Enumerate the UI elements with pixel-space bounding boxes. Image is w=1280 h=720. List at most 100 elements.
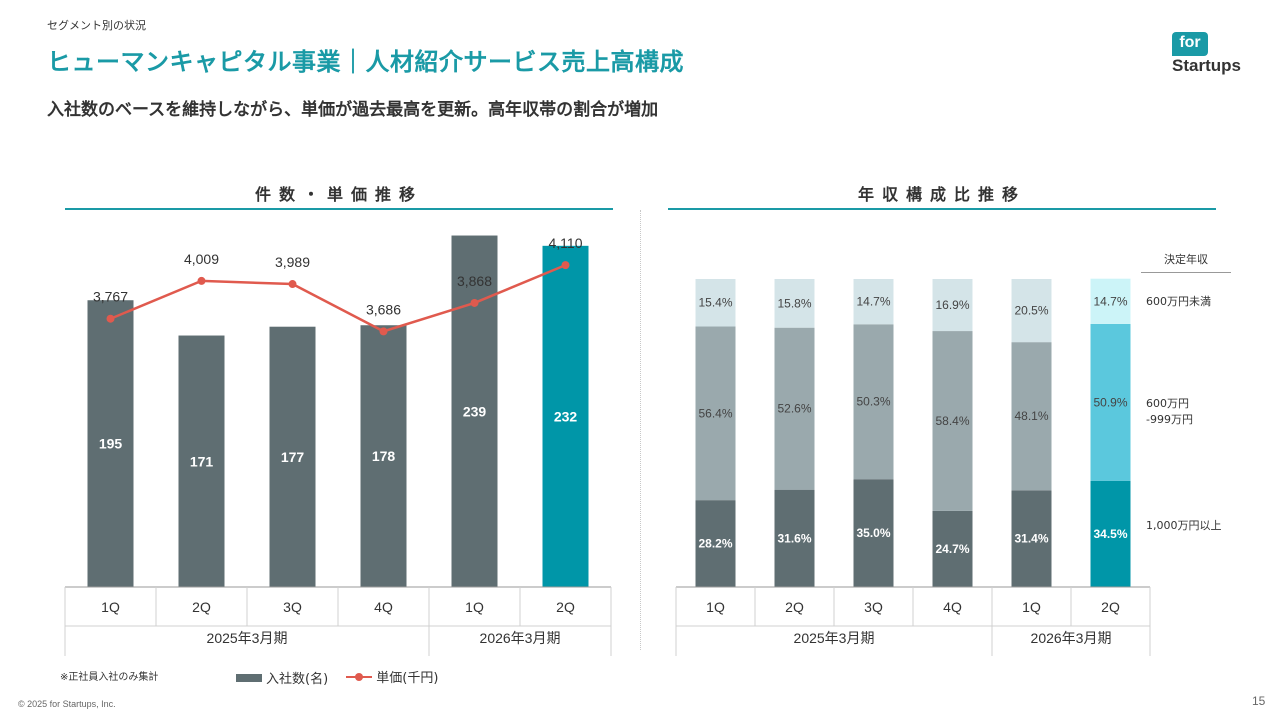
hires-bar-label-3: 177 <box>281 449 305 465</box>
seg-label-under-600-3: 14.7% <box>856 295 890 309</box>
unit-price-point-4 <box>379 327 388 336</box>
right-tick-label-4: 4Q <box>943 599 962 615</box>
right-tick-label-3: 3Q <box>864 599 883 615</box>
seg-label-600-999-1: 56.4% <box>698 406 732 420</box>
seg-label-600-999-2: 52.6% <box>777 402 811 416</box>
hires-bar-label-1: 195 <box>99 436 123 452</box>
page-number: 15 <box>1252 694 1266 708</box>
left-chart: 195 171 177 178 239 232 3,767 4,009 3,989 3,686 3,… <box>64 235 612 656</box>
logo-wordmark: Startups <box>1172 56 1241 75</box>
seg-over-1000-4 <box>932 510 973 587</box>
unit-price-point-2 <box>197 276 206 285</box>
legend-line-swatch <box>346 672 373 682</box>
seg-600-999-1 <box>695 326 736 501</box>
panel-divider <box>640 210 641 650</box>
unit-price-point-3 <box>288 280 297 289</box>
seg-600-999-2 <box>774 327 815 490</box>
legend-label-unit-price: 単価(千円) <box>376 671 439 686</box>
seg-label-over-1000-3: 35.0% <box>856 526 890 540</box>
left-tick-label-1: 1Q <box>101 599 120 615</box>
hires-bar-1 <box>87 300 134 587</box>
legend-label-600-999: 600万円 -999万円 <box>1146 397 1193 426</box>
left-chart-legend: 入社数(名) 単価(千円) <box>236 667 452 687</box>
unit-price-label-4: 3,686 <box>366 301 401 317</box>
seg-label-over-1000-4: 24.7% <box>935 542 969 556</box>
hires-bar-label-5: 239 <box>463 403 487 419</box>
legend-item-hires: 入社数(名) <box>236 668 328 687</box>
hires-bar-4 <box>360 325 407 587</box>
seg-label-600-999-4: 58.4% <box>935 414 969 428</box>
seg-label-under-600-6: 14.7% <box>1093 294 1127 308</box>
left-tick-label-4: 4Q <box>374 599 393 615</box>
seg-under-600-2 <box>774 279 815 328</box>
seg-under-600-3 <box>853 279 894 325</box>
seg-over-1000-3 <box>853 479 894 587</box>
right-group-label-1: 2025年3月期 <box>794 630 875 646</box>
seg-label-600-999-3: 50.3% <box>856 395 890 409</box>
unit-price-label-2: 4,009 <box>184 251 219 267</box>
left-chart-title: 件数・単価推移 <box>254 185 423 204</box>
hires-bar-5 <box>451 235 498 587</box>
seg-under-600-5 <box>1011 279 1052 343</box>
seg-over-1000-5 <box>1011 490 1052 587</box>
seg-over-1000-2 <box>774 489 815 587</box>
left-tick-label-3: 3Q <box>283 599 302 615</box>
seg-label-over-1000-5: 31.4% <box>1014 532 1048 546</box>
unit-price-label-1: 3,767 <box>93 289 128 305</box>
company-logo: for Startups <box>1168 32 1252 82</box>
seg-600-999-5 <box>1011 342 1052 491</box>
right-group-label-2: 2026年3月期 <box>1031 630 1112 646</box>
right-title-rule <box>668 208 1216 210</box>
hires-bar-label-6: 232 <box>554 408 578 424</box>
legend-bar-swatch <box>236 673 262 682</box>
seg-over-1000-1 <box>695 500 736 587</box>
seg-under-600-1 <box>695 279 736 327</box>
left-tick-label-5: 1Q <box>465 599 484 615</box>
seg-under-600-6 <box>1090 278 1131 324</box>
hires-bar-6 <box>542 245 589 587</box>
seg-label-under-600-2: 15.8% <box>777 296 811 310</box>
seg-label-under-600-5: 20.5% <box>1014 304 1048 318</box>
seg-label-under-600-4: 16.9% <box>935 298 969 312</box>
page-title: ヒューマンキャピタル事業｜人材紹介サービス売上高構成 <box>47 48 684 76</box>
hires-bar-label-2: 171 <box>190 453 214 469</box>
left-tick-label-2: 2Q <box>192 599 211 615</box>
hires-bar-3 <box>269 326 316 587</box>
seg-label-over-1000-1: 28.2% <box>698 537 732 551</box>
page-subtitle: 入社数のベースを維持しながら、単価が過去最高を更新。高年収帯の割合が増加 <box>47 100 659 120</box>
seg-label-over-1000-6: 34.5% <box>1093 527 1127 541</box>
composition-legend-title: 決定年収 <box>1141 251 1231 273</box>
right-tick-label-5: 1Q <box>1022 599 1041 615</box>
unit-price-label-5: 3,868 <box>457 273 492 289</box>
legend-label-hires: 入社数(名) <box>266 672 329 687</box>
seg-600-999-6 <box>1090 323 1131 481</box>
right-tick-label-6: 2Q <box>1101 599 1120 615</box>
left-tick-label-6: 2Q <box>556 599 575 615</box>
hires-bar-2 <box>178 335 225 587</box>
right-tick-label-2: 2Q <box>785 599 804 615</box>
seg-label-under-600-1: 15.4% <box>698 296 732 310</box>
right-tick-label-1: 1Q <box>706 599 725 615</box>
legend-label-over-1000: 1,000万円以上 <box>1146 519 1222 532</box>
right-chart-title: 年収構成比推移 <box>857 185 1026 204</box>
legend-item-unit-price: 単価(千円) <box>346 667 438 686</box>
logo-badge: for <box>1172 32 1208 56</box>
hires-bar-label-4: 178 <box>372 448 396 464</box>
left-group-label-1: 2025年3月期 <box>207 630 288 646</box>
unit-price-label-6: 4,110 <box>549 235 583 251</box>
seg-600-999-3 <box>853 324 894 480</box>
section-label: セグメント別の状況 <box>47 19 146 32</box>
left-title-rule <box>65 208 613 210</box>
unit-price-label-3: 3,989 <box>275 254 310 270</box>
legend-label-under-600: 600万円未満 <box>1146 295 1211 308</box>
left-group-label-2: 2026年3月期 <box>480 630 561 646</box>
seg-label-over-1000-2: 31.6% <box>777 531 811 545</box>
seg-label-600-999-6: 50.9% <box>1093 395 1127 409</box>
copyright: © 2025 for Startups, Inc. <box>18 699 116 709</box>
seg-600-999-4 <box>932 331 973 511</box>
seg-over-1000-6 <box>1090 480 1131 587</box>
seg-label-600-999-5: 48.1% <box>1014 409 1048 423</box>
unit-price-point-6 <box>561 261 570 270</box>
unit-price-point-5 <box>470 298 479 307</box>
